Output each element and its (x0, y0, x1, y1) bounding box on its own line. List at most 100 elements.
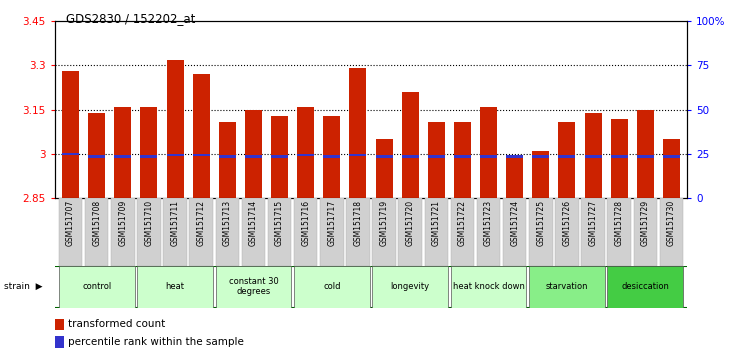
Bar (634, 198, 657, 266)
Bar (346, 198, 370, 266)
Bar (320, 198, 344, 266)
Text: GSM151718: GSM151718 (353, 200, 363, 246)
Text: GSM151721: GSM151721 (432, 200, 441, 246)
Bar (193, 74, 210, 198)
Bar (62, 153, 79, 155)
Bar (193, 154, 210, 156)
Text: GSM151727: GSM151727 (588, 200, 597, 246)
Bar (55, 336, 64, 348)
Bar (529, 266, 605, 308)
Bar (372, 198, 395, 266)
Bar (216, 198, 239, 266)
Bar (454, 155, 471, 158)
Bar (428, 155, 444, 158)
Text: percentile rank within the sample: percentile rank within the sample (68, 337, 243, 347)
Text: GSM151708: GSM151708 (92, 200, 101, 246)
Text: GSM151730: GSM151730 (667, 200, 676, 246)
Text: GSM151728: GSM151728 (615, 200, 624, 246)
Text: GSM151709: GSM151709 (118, 200, 127, 246)
Bar (581, 198, 605, 266)
Text: transformed count: transformed count (68, 319, 165, 329)
Text: cold: cold (323, 282, 341, 291)
Bar (610, 155, 628, 158)
Bar (298, 107, 314, 198)
Bar (376, 139, 393, 198)
Bar (323, 155, 341, 158)
Bar (55, 319, 64, 330)
Bar (607, 198, 631, 266)
Bar (189, 198, 213, 266)
Bar (140, 155, 157, 158)
Bar (451, 266, 526, 308)
Bar (451, 198, 474, 266)
Bar (242, 198, 265, 266)
Bar (88, 155, 105, 158)
Bar (372, 266, 448, 308)
Bar (114, 155, 132, 158)
Bar (454, 121, 471, 198)
Bar (323, 116, 341, 198)
Bar (349, 68, 366, 198)
Bar (216, 266, 291, 308)
Bar (137, 198, 161, 266)
Text: GSM151713: GSM151713 (223, 200, 232, 246)
Bar (163, 198, 187, 266)
Bar (529, 198, 553, 266)
Bar (167, 59, 183, 198)
Bar (555, 198, 579, 266)
Text: GSM151726: GSM151726 (562, 200, 572, 246)
Text: desiccation: desiccation (621, 282, 670, 291)
Bar (219, 121, 236, 198)
Text: longevity: longevity (390, 282, 430, 291)
Bar (294, 198, 317, 266)
Text: starvation: starvation (546, 282, 588, 291)
Bar (140, 107, 157, 198)
Bar (503, 198, 526, 266)
Bar (137, 266, 213, 308)
Text: GSM151714: GSM151714 (249, 200, 258, 246)
Bar (532, 151, 549, 198)
Bar (558, 121, 575, 198)
Bar (376, 155, 393, 158)
Text: GSM151717: GSM151717 (327, 200, 336, 246)
Bar (298, 154, 314, 156)
Bar (349, 154, 366, 156)
Bar (428, 121, 444, 198)
Bar (506, 155, 523, 158)
Bar (558, 155, 575, 158)
Bar (480, 107, 497, 198)
Text: heat knock down: heat knock down (452, 282, 525, 291)
Text: GSM151707: GSM151707 (66, 200, 75, 246)
Text: strain  ▶: strain ▶ (4, 282, 42, 291)
Bar (58, 198, 83, 266)
Bar (585, 113, 602, 198)
Bar (480, 155, 497, 158)
Text: GSM151729: GSM151729 (641, 200, 650, 246)
Bar (663, 155, 680, 158)
Bar (663, 139, 680, 198)
Bar (219, 155, 236, 158)
Bar (506, 157, 523, 198)
Bar (401, 155, 419, 158)
Bar (88, 113, 105, 198)
Bar (398, 198, 422, 266)
Bar (245, 110, 262, 198)
Bar (294, 266, 370, 308)
Bar (167, 154, 183, 156)
Bar (607, 266, 683, 308)
Text: GSM151725: GSM151725 (537, 200, 545, 246)
Bar (585, 155, 602, 158)
Text: GSM151715: GSM151715 (275, 200, 284, 246)
Text: GSM151720: GSM151720 (406, 200, 414, 246)
Text: GSM151724: GSM151724 (510, 200, 519, 246)
Bar (532, 155, 549, 158)
Text: heat: heat (165, 282, 184, 291)
Text: GSM151722: GSM151722 (458, 200, 467, 246)
Bar (62, 72, 79, 198)
Text: GSM151716: GSM151716 (301, 200, 310, 246)
Bar (245, 155, 262, 158)
Bar (637, 155, 654, 158)
Text: GDS2830 / 152202_at: GDS2830 / 152202_at (66, 12, 195, 25)
Bar (85, 198, 108, 266)
Bar (477, 198, 500, 266)
